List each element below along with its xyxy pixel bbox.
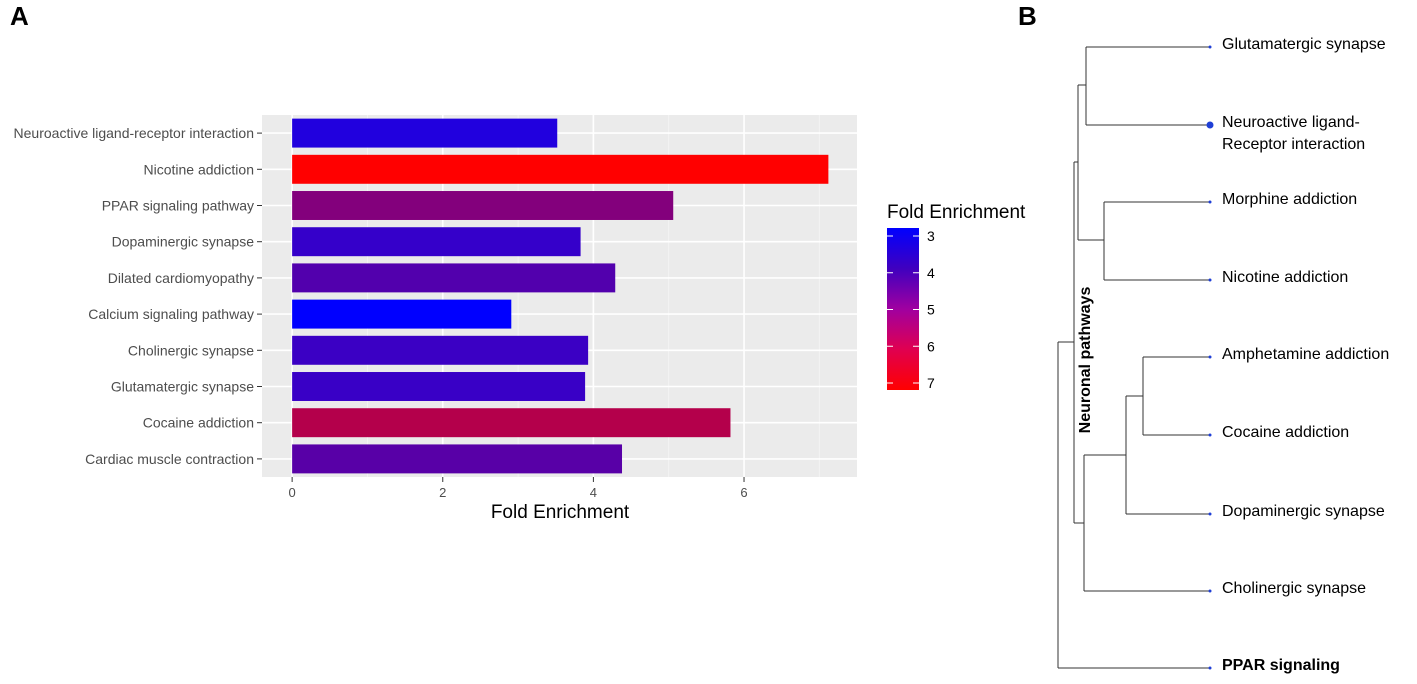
leaf-node (1206, 121, 1214, 129)
clade-label: Neuronal pathways (1077, 287, 1094, 434)
leaf-label-line2: Receptor interaction (1222, 136, 1365, 153)
bar (292, 299, 512, 329)
leaf-label: Dopaminergic synapse (1222, 503, 1385, 520)
panel-label-b: B (1018, 1, 1037, 31)
leaf-label: PPAR signaling (1222, 657, 1340, 674)
x-axis-ticks: 0 2 4 6 (289, 477, 748, 500)
leaf-node (1208, 45, 1212, 49)
bar (292, 191, 674, 220)
category-label: Dilated cardiomyopathy (108, 270, 254, 286)
leaf-node (1208, 512, 1212, 516)
panel-label-a: A (10, 1, 29, 31)
leaf-node (1208, 589, 1212, 593)
bar (292, 444, 623, 474)
legend-ticks: 3 4 5 6 7 (887, 228, 935, 391)
x-tick-label: 2 (439, 485, 446, 500)
leaf-label: Nicotine addiction (1222, 269, 1348, 286)
bars (292, 118, 829, 474)
x-axis-title: Fold Enrichment (491, 502, 630, 523)
legend-tick-label: 3 (927, 228, 935, 244)
bar (292, 335, 589, 365)
legend-tick-label: 4 (927, 265, 935, 281)
bar (292, 372, 586, 401)
bar (292, 154, 829, 184)
legend-tick-label: 6 (927, 338, 935, 354)
x-tick-label: 0 (289, 485, 296, 500)
category-labels: Neuroactive ligand-receptor interaction N… (14, 125, 262, 467)
x-tick-label: 4 (590, 485, 597, 500)
bar (292, 263, 616, 293)
category-label: Cholinergic synapse (128, 342, 254, 358)
bar (292, 227, 581, 257)
leaf-label: Cocaine addiction (1222, 424, 1349, 441)
leaf-node (1208, 200, 1212, 204)
color-legend: Fold Enrichment 3 4 5 6 7 (887, 202, 1026, 391)
leaf-node (1208, 433, 1212, 437)
bar (292, 408, 731, 438)
category-label: Glutamatergic synapse (111, 379, 254, 395)
leaf-label: Neuroactive ligand- (1222, 114, 1360, 131)
category-label: Nicotine addiction (143, 161, 254, 177)
category-label: Cardiac muscle contraction (85, 451, 254, 467)
leaf-label: Glutamatergic synapse (1222, 36, 1386, 53)
category-label: Neuroactive ligand-receptor interaction (14, 125, 254, 141)
leaf-node (1208, 355, 1212, 359)
category-label: Dopaminergic synapse (112, 234, 255, 250)
category-label: Cocaine addiction (143, 415, 254, 431)
leaf-node (1208, 278, 1212, 282)
bar-chart: Neuroactive ligand-receptor interaction N… (14, 115, 857, 523)
legend-tick-label: 5 (927, 302, 935, 318)
x-tick-label: 6 (740, 485, 747, 500)
bar (292, 118, 558, 148)
tree-leaves: Glutamatergic synapse Neuroactive ligand-… (1206, 36, 1389, 674)
leaf-label: Morphine addiction (1222, 191, 1357, 208)
category-label: PPAR signaling pathway (102, 198, 254, 214)
legend-tick-label: 7 (927, 375, 935, 391)
dendrogram (1057, 46, 1210, 669)
leaf-label: Cholinergic synapse (1222, 580, 1366, 597)
leaf-label: Amphetamine addiction (1222, 346, 1389, 363)
category-label: Calcium signaling pathway (88, 306, 254, 322)
legend-title: Fold Enrichment (887, 202, 1026, 223)
leaf-node (1208, 666, 1212, 670)
